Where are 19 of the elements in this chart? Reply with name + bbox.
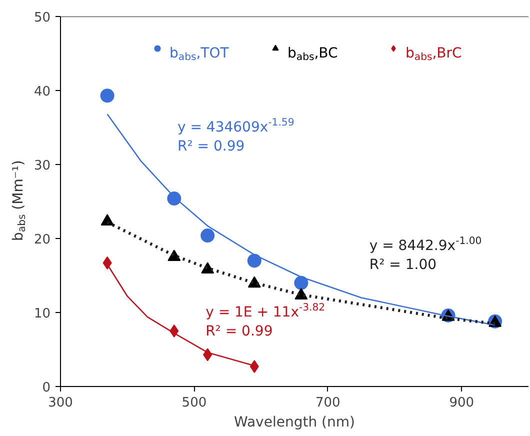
point [250, 360, 259, 374]
x-tick-label: 900 [449, 396, 474, 410]
y-tick-label: 30 [34, 158, 51, 174]
point [102, 256, 112, 270]
y-tick-label: 50 [34, 10, 51, 26]
y-tick-label: 40 [34, 84, 51, 100]
point [294, 276, 308, 290]
point [247, 254, 262, 268]
y-tick-label: 0 [42, 380, 51, 396]
point [100, 88, 114, 103]
y-tick-label: 10 [34, 306, 51, 322]
x-tick-label: 500 [182, 396, 207, 410]
y-tick-label: 20 [34, 232, 51, 248]
point [200, 228, 215, 243]
x-tick-label: 700 [316, 396, 340, 410]
y-axis-title: babs (Mm⁻¹) [10, 160, 28, 242]
point [100, 214, 114, 226]
x-axis-title: Wavelength (nm) [234, 414, 355, 430]
x-tick-label: 300 [48, 396, 73, 410]
